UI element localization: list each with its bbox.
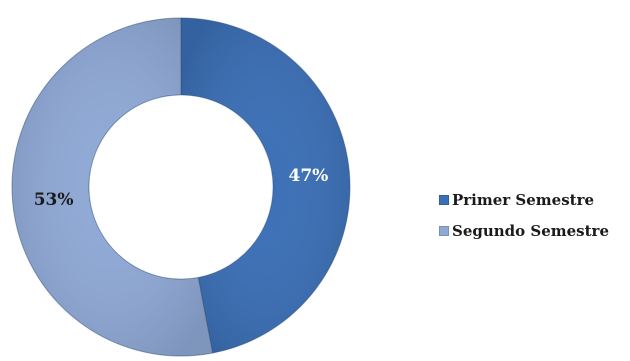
slice-shade-primer-semestre	[181, 18, 351, 354]
legend: Primer Semestre Segundo Semestre	[439, 190, 609, 240]
legend-swatch-primer-semestre	[439, 194, 449, 205]
legend-label-primer-semestre: Primer Semestre	[452, 190, 595, 209]
legend-label-segundo-semestre: Segundo Semestre	[452, 221, 610, 240]
legend-swatch-segundo-semestre	[439, 225, 449, 236]
legend-item-primer-semestre: Primer Semestre	[439, 190, 609, 209]
slice-shade-segundo-semestre	[12, 18, 213, 356]
data-label-primer-semestre: 47%	[288, 166, 328, 186]
legend-item-segundo-semestre: Segundo Semestre	[439, 221, 609, 240]
labels-layer: 47% 53%	[34, 166, 329, 210]
doughnut-hole	[88, 94, 274, 280]
data-label-segundo-semestre: 53%	[34, 190, 74, 210]
slices-layer	[11, 17, 351, 357]
